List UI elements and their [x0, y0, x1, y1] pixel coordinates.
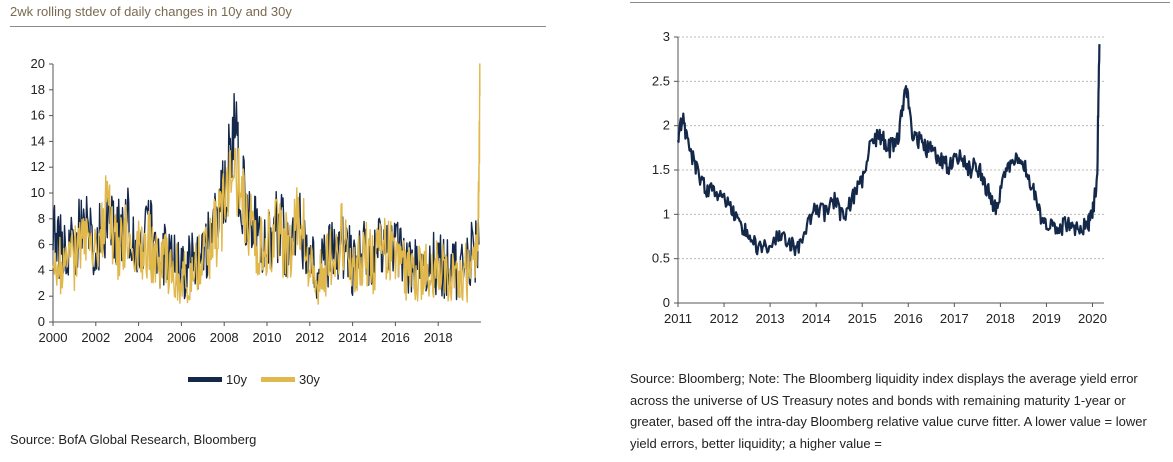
- x-tick-label-2: 2004: [124, 330, 153, 345]
- x-tick-label-1: 2012: [710, 311, 739, 326]
- y-tick-label-1: 2: [38, 288, 45, 303]
- legend-label-10y: 10y: [226, 372, 247, 387]
- right-chart-panel: 0 0.5 1 1.5 2 2.5 3 2011 2012 2013 2014 2015 2016 201…: [612, 0, 1173, 462]
- x-tick-label-0: 2011: [664, 311, 692, 326]
- legend-item-30y: 30y: [260, 372, 320, 387]
- left-chart-source: Source: BofA Global Research, Bloomberg: [10, 432, 257, 447]
- x-tick-label-9: 2018: [424, 330, 453, 345]
- legend-swatch-30y: [260, 377, 295, 382]
- x-tick-label-3: 2006: [167, 330, 196, 345]
- left-title-divider: [10, 26, 546, 27]
- y-tick-label-7: 14: [31, 133, 45, 148]
- x-tick-label-2: 2013: [756, 311, 785, 326]
- left-chart-panel: 2wk rolling stdev of daily changes in 10…: [0, 0, 560, 462]
- y-tick-label-0: 0: [663, 295, 670, 310]
- y-tick-label-5: 2.5: [652, 73, 670, 88]
- x-tick-label-8: 2019: [1032, 311, 1061, 326]
- y-tick-label-3: 6: [38, 237, 45, 252]
- x-tick-label-9: 2020: [1078, 311, 1107, 326]
- x-tick-label-6: 2017: [940, 311, 969, 326]
- x-tick-label-4: 2015: [848, 311, 877, 326]
- x-tick-label-3: 2014: [802, 311, 831, 326]
- y-tick-label-5: 10: [31, 185, 45, 200]
- y-tick-label-6: 12: [31, 159, 45, 174]
- right-chart-plot: 0 0.5 1 1.5 2 2.5 3 2011 2012 2013 2014 2015 2016 201…: [652, 29, 1107, 326]
- y-tick-label-0: 0: [38, 314, 45, 329]
- y-tick-label-4: 2: [663, 118, 670, 133]
- left-chart-plot: 0 2 4 6 8 10 12 14 16 18 20 2000 2002 2004 2006 2008 201…: [31, 56, 481, 345]
- x-tick-label-6: 2012: [295, 330, 324, 345]
- series-line-bloomberg-liquidity-index: [676, 44, 1101, 257]
- x-tick-label-5: 2016: [894, 311, 923, 326]
- y-tick-label-6: 3: [663, 29, 670, 44]
- y-tick-label-2: 4: [38, 262, 45, 277]
- x-tick-label-7: 2018: [986, 311, 1015, 326]
- y-tick-label-9: 18: [31, 82, 45, 97]
- right-top-divider: [630, 2, 1170, 3]
- right-chart-source: Source: Bloomberg; Note: The Bloomberg l…: [630, 371, 1147, 451]
- series-line-30y: [52, 63, 481, 305]
- x-tick-label-4: 2008: [210, 330, 239, 345]
- legend-item-10y: 10y: [188, 372, 247, 387]
- y-tick-label-1: 0.5: [652, 251, 670, 266]
- y-tick-label-2: 1: [663, 206, 670, 221]
- x-tick-label-1: 2002: [81, 330, 110, 345]
- x-tick-label-7: 2014: [338, 330, 367, 345]
- legend-label-30y: 30y: [298, 372, 320, 387]
- legend-swatch-10y: [188, 377, 222, 382]
- y-tick-label-8: 16: [31, 108, 45, 123]
- x-tick-label-0: 2000: [39, 330, 68, 345]
- y-tick-label-10: 20: [31, 56, 45, 71]
- x-tick-label-8: 2016: [381, 330, 410, 345]
- y-tick-label-4: 8: [38, 211, 45, 226]
- left-chart-legend: 10y 30y: [188, 372, 334, 387]
- left-chart-title: 2wk rolling stdev of daily changes in 10…: [10, 4, 292, 19]
- x-tick-label-5: 2010: [253, 330, 282, 345]
- y-tick-label-3: 1.5: [652, 162, 670, 177]
